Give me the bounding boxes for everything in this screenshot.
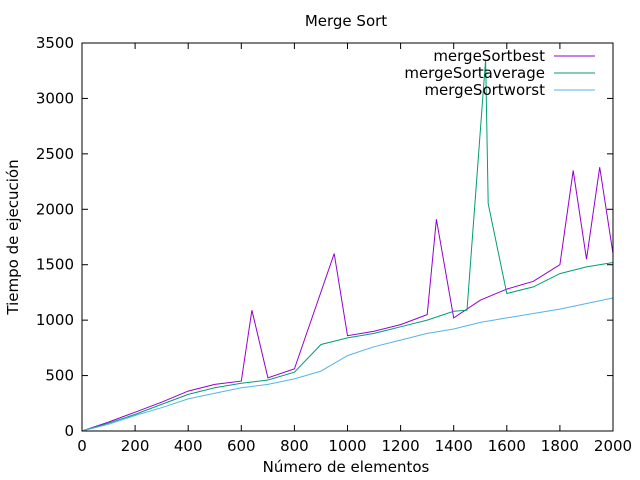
chart-title: Merge Sort [305, 12, 387, 30]
y-tick-label: 3000 [36, 89, 74, 107]
x-tick-label: 1000 [328, 437, 366, 455]
x-tick-label: 1200 [382, 437, 420, 455]
x-tick-label: 200 [121, 437, 150, 455]
legend-label-mergesortaverage: mergeSortaverage [404, 64, 545, 82]
x-tick-label: 1600 [488, 437, 526, 455]
x-axis-label: Número de elementos [263, 458, 430, 476]
plot-frame [81, 42, 614, 432]
legend-label-mergesortbest: mergeSortbest [433, 47, 545, 65]
y-tick-label: 3500 [36, 34, 74, 52]
x-tick-label: 0 [77, 437, 87, 455]
y-axis-label: Tiempo de ejecución [4, 159, 22, 315]
series-line-mergesortworst [81, 297, 614, 432]
x-tick-label: 600 [227, 437, 256, 455]
series-line-mergesortaverage [81, 59, 614, 432]
legend-label-mergesortworst: mergeSortworst [424, 81, 545, 99]
axes: 0 200 400 600 800 1000 1200 1400 1600 1800 2000 0 50… [36, 34, 632, 455]
x-tick-label: 400 [174, 437, 203, 455]
y-tick-label: 500 [45, 367, 74, 385]
y-tick-label: 1500 [36, 256, 74, 274]
y-tick-label: 0 [64, 422, 74, 440]
legend: mergeSortbestmergeSortaveragemergeSortwo… [404, 47, 595, 99]
y-tick-label: 2500 [36, 145, 74, 163]
x-tick-label: 2000 [594, 437, 632, 455]
y-tick-label: 1000 [36, 311, 74, 329]
x-tick-label: 800 [280, 437, 309, 455]
plot-area [81, 59, 614, 432]
x-tick-label: 1800 [541, 437, 579, 455]
y-tick-label: 2000 [36, 200, 74, 218]
x-tick-label: 1400 [435, 437, 473, 455]
series-line-mergesortbest [81, 167, 614, 432]
